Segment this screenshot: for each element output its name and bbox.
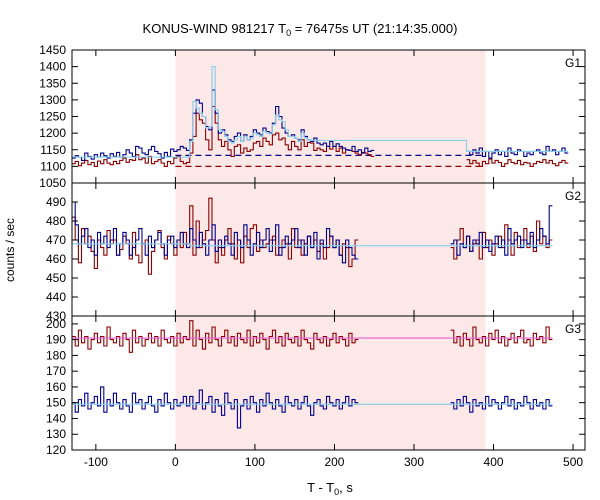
y-tick-label: 1300 [39,93,66,107]
x-axis-label-subscript: 0 [334,487,339,497]
y-tick-label: 130 [46,427,66,441]
y-tick-label: 180 [46,348,66,362]
y-tick-label: 1400 [39,60,66,74]
series-light_blue-g2 [72,243,553,247]
shaded-interval [175,183,486,316]
y-tick-label: 430 [46,309,66,323]
y-tick-label: 450 [46,271,66,285]
x-tick-label: 200 [324,455,344,469]
chart-title-main: KONUS-WIND 981217 T [143,21,287,36]
y-tick-label: 170 [46,364,66,378]
series-red-g1 [72,105,569,167]
y-axis-label: counts / sec [3,218,17,282]
y-tick-label: 480 [46,214,66,228]
y-tick-label: 1250 [39,110,66,124]
panel-label: G2 [565,189,581,203]
y-tick-label: 1150 [40,143,66,157]
y-tick-label: 150 [46,396,66,410]
panel-label: G3 [565,322,581,336]
chart-title-subscript: 0 [286,28,291,38]
panel-label: G1 [565,56,581,70]
x-axis-label-main: T - T [307,480,334,495]
y-tick-label: 490 [46,195,66,209]
panel-g2: 430 440 450 460 470 480 490 G2 [46,182,586,323]
y-tick-label: 160 [46,380,66,394]
y-tick-label: 1100 [40,159,66,173]
panel-g1: 1050 1100 1150 1200 1250 1300 1350 1400 1450 G1 [39,43,586,190]
y-tick-label: 440 [46,290,66,304]
y-tick-label: 1200 [39,126,66,140]
y-tick-label: 1450 [39,43,66,57]
x-tick-label: 300 [404,455,424,469]
x-tick-label: 400 [484,455,504,469]
y-tick-label: 470 [46,233,66,247]
y-tick-label: 460 [46,252,66,266]
y-tick-label: 190 [46,333,66,347]
panel-frame [71,315,586,451]
x-tick-label: 0 [172,455,179,469]
y-tick-label: 1350 [39,76,66,90]
x-tick-label: -100 [84,455,108,469]
x-axis-label: T - T0, s [307,480,353,497]
y-tick-label: 200 [46,317,66,331]
panels-group: 105011001150120012501300135014001450G143… [39,43,586,469]
x-tick-label: 100 [245,455,265,469]
x-tick-label: 500 [563,455,583,469]
chart-title-rest: = 76475s UT (21:14:35.000) [291,21,457,36]
y-tick-label: 1050 [39,176,66,190]
chart-title: KONUS-WIND 981217 T0 = 76475s UT (21:14:… [143,21,458,38]
series-blue-g2 [72,201,553,264]
y-tick-label: 140 [46,411,66,425]
series-light_blue-g1 [72,66,569,158]
x-axis-label-rest: , s [339,480,353,495]
series-red-g3 [72,320,553,353]
shaded-interval [175,50,486,183]
series-blue-g3 [72,386,553,429]
y-tick-label: 120 [46,443,66,457]
